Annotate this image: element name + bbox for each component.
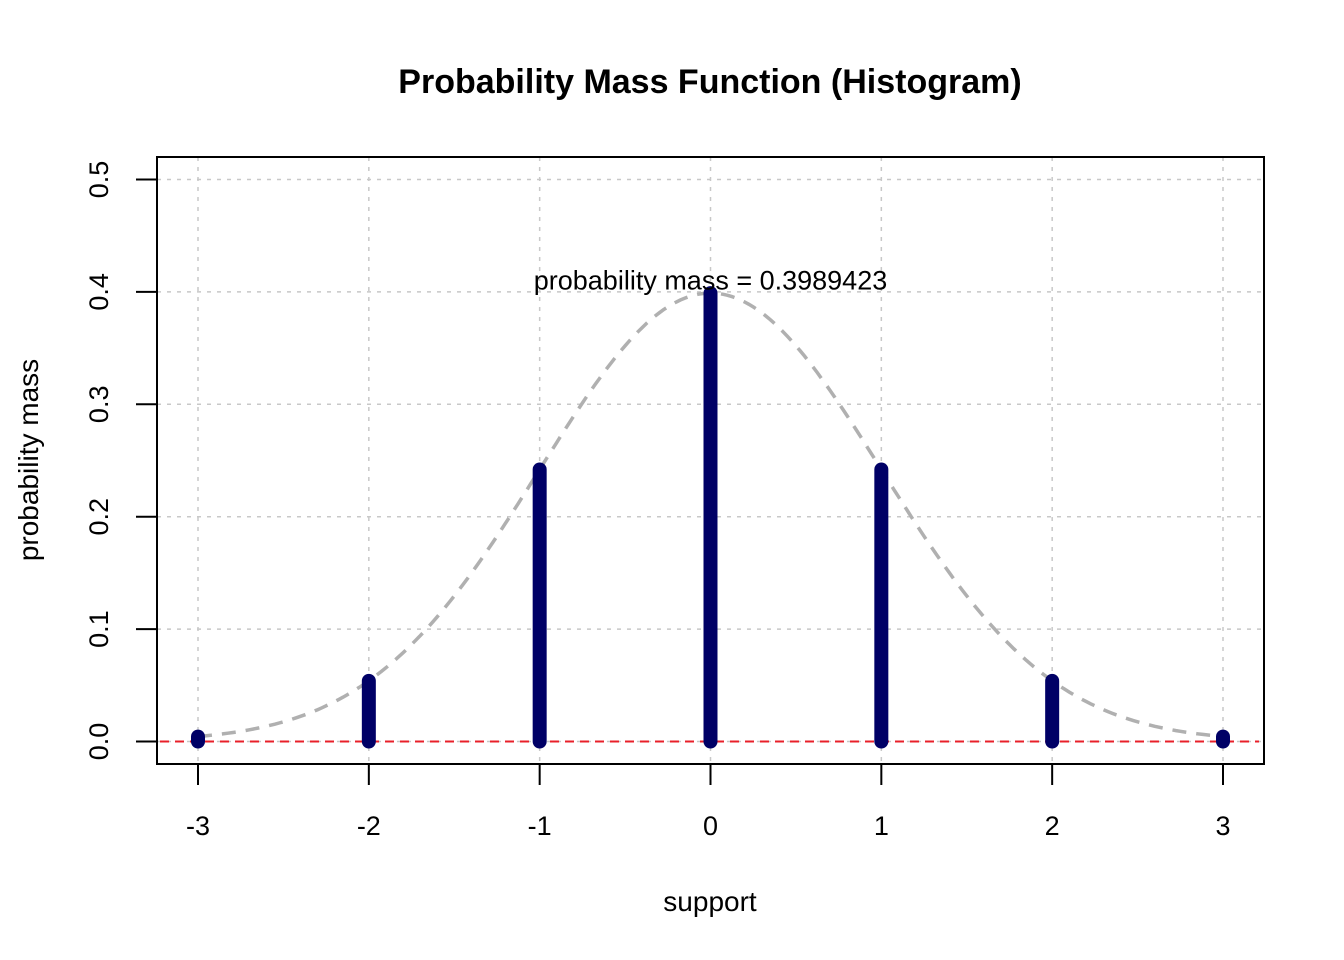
y-tick-label: 0.2 — [84, 498, 114, 536]
y-tick-label: 0.5 — [84, 161, 114, 199]
y-tick-label: 0.0 — [84, 723, 114, 761]
y-axis-label: probability mass — [13, 359, 44, 561]
y-tick-label: 0.3 — [84, 386, 114, 424]
x-tick-label: 0 — [703, 811, 718, 841]
y-axis: 0.0 0.1 0.2 0.3 0.4 0.5 — [84, 161, 158, 761]
x-tick-label: 1 — [874, 811, 889, 841]
x-tick-label: -1 — [528, 811, 552, 841]
chart-title: Probability Mass Function (Histogram) — [398, 63, 1021, 101]
y-tick-label: 0.4 — [84, 273, 114, 311]
x-axis-label: support — [663, 886, 757, 917]
x-axis: -3 -2 -1 0 1 2 3 — [186, 763, 1231, 841]
peak-annotation: probability mass = 0.3989423 — [534, 266, 887, 296]
x-tick-label: -3 — [186, 811, 210, 841]
x-tick-label: -2 — [357, 811, 381, 841]
x-tick-label: 2 — [1045, 811, 1060, 841]
x-tick-label: 3 — [1215, 811, 1230, 841]
y-tick-label: 0.1 — [84, 610, 114, 648]
pmf-bars — [191, 286, 1230, 749]
